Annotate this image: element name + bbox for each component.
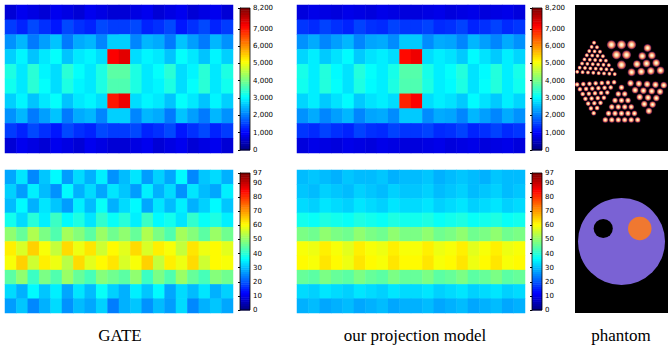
- svg-text:30: 30: [545, 264, 554, 272]
- svg-text:8,200: 8,200: [545, 4, 565, 12]
- svg-text:50: 50: [545, 235, 554, 243]
- svg-text:90: 90: [545, 179, 554, 187]
- html-text:GATE: GATE: [98, 326, 142, 345]
- svg-text:0: 0: [253, 306, 257, 314]
- html-text:phantom: phantom: [591, 326, 651, 345]
- svg-text:97: 97: [545, 169, 554, 177]
- svg-text:6,000: 6,000: [545, 42, 565, 50]
- svg-text:30: 30: [253, 264, 262, 272]
- svg-text:50: 50: [253, 235, 262, 243]
- svg-text:97: 97: [253, 169, 262, 177]
- svg-text:2,000: 2,000: [253, 111, 273, 119]
- svg-text:70: 70: [253, 207, 262, 215]
- svg-text:60: 60: [253, 221, 262, 229]
- svg-text:2,000: 2,000: [545, 111, 565, 119]
- svg-text:0: 0: [253, 146, 257, 154]
- html-text:our projection model: our projection model: [343, 326, 487, 345]
- svg-text:4,000: 4,000: [545, 77, 565, 85]
- svg-text:40: 40: [545, 250, 554, 258]
- svg-text:20: 20: [253, 278, 262, 286]
- svg-text:0: 0: [545, 306, 549, 314]
- svg-text:4,000: 4,000: [253, 77, 273, 85]
- svg-text:1,000: 1,000: [545, 129, 565, 137]
- svg-text:7,000: 7,000: [253, 25, 273, 33]
- svg-text:80: 80: [545, 193, 554, 201]
- svg-text:1,000: 1,000: [253, 129, 273, 137]
- svg-text:10: 10: [545, 292, 554, 300]
- svg-text:8,200: 8,200: [253, 4, 273, 12]
- svg-text:3,000: 3,000: [253, 94, 273, 102]
- svg-text:5,000: 5,000: [545, 59, 565, 67]
- svg-text:60: 60: [545, 221, 554, 229]
- svg-text:10: 10: [253, 292, 262, 300]
- svg-text:0: 0: [545, 146, 549, 154]
- svg-text:6,000: 6,000: [253, 42, 273, 50]
- svg-text:3,000: 3,000: [545, 94, 565, 102]
- svg-text:70: 70: [545, 207, 554, 215]
- svg-text:7,000: 7,000: [545, 25, 565, 33]
- svg-text:20: 20: [545, 278, 554, 286]
- svg-text:90: 90: [253, 179, 262, 187]
- svg-text:80: 80: [253, 193, 262, 201]
- svg-text:5,000: 5,000: [253, 59, 273, 67]
- svg-text:40: 40: [253, 250, 262, 258]
